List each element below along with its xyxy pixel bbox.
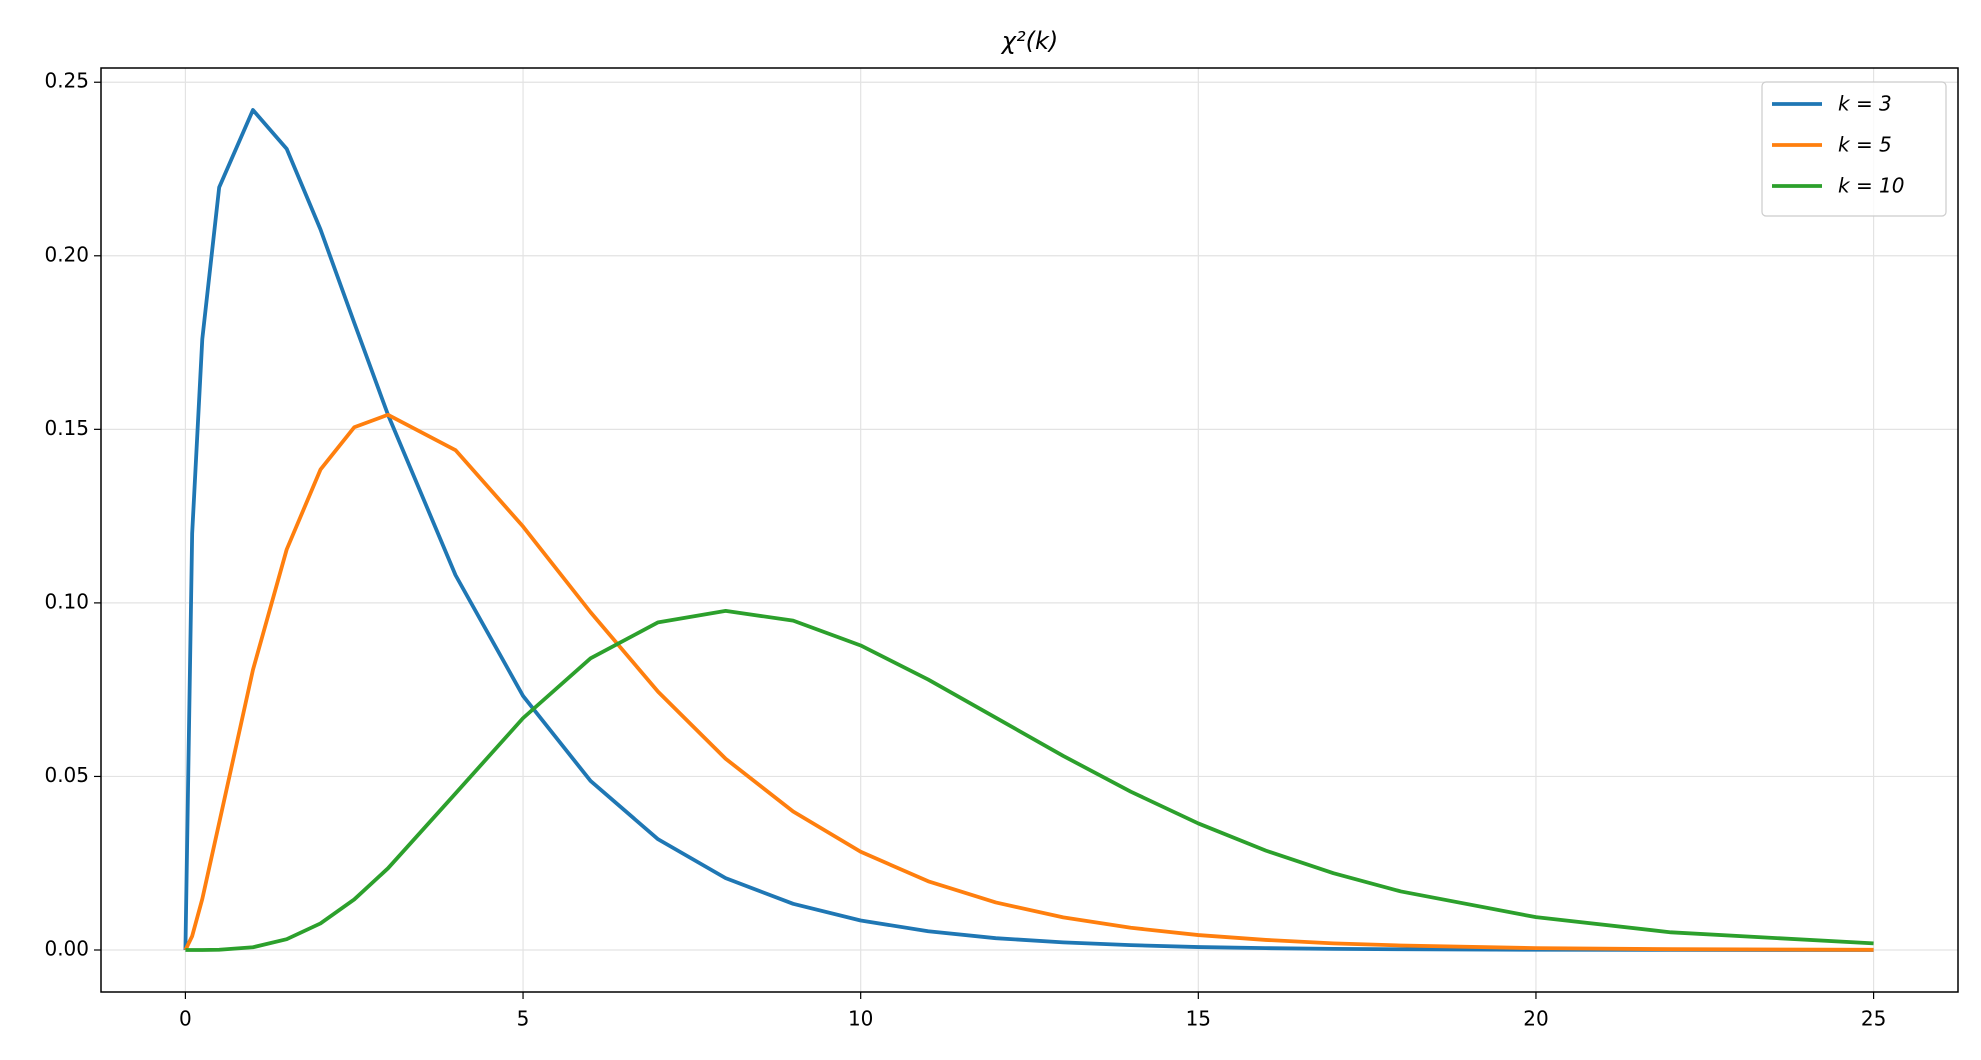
y-tick-label: 0.20 [44, 242, 89, 266]
y-tick-label: 0.10 [44, 589, 89, 613]
x-tick-label: 15 [1186, 1007, 1211, 1031]
legend-label: k = 10 [1838, 174, 1905, 198]
legend-label: k = 5 [1838, 133, 1892, 157]
x-tick-label: 10 [848, 1007, 873, 1031]
x-tick-label: 20 [1523, 1007, 1548, 1031]
y-tick-label: 0.05 [44, 763, 89, 787]
line-series [183, 108, 1874, 952]
y-tick-label: 0.15 [44, 416, 89, 440]
line-series [183, 412, 1874, 952]
x-tick-label: 0 [179, 1007, 192, 1031]
legend-box [1761, 81, 1947, 217]
plot-frame [100, 67, 1959, 993]
y-tick-label: 0.00 [44, 937, 89, 961]
x-tick-label: 5 [517, 1007, 530, 1031]
x-tick-label: 25 [1861, 1007, 1886, 1031]
y-tick-label: 0.25 [44, 69, 89, 93]
chart-title: χ²(k) [1000, 27, 1058, 55]
legend-label: k = 3 [1838, 92, 1892, 116]
line-series [185, 609, 1874, 952]
legend: k = 3 k = 5 k = 10 [1761, 81, 1947, 217]
